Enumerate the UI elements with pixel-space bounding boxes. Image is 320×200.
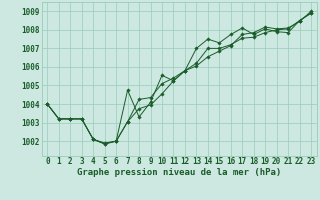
X-axis label: Graphe pression niveau de la mer (hPa): Graphe pression niveau de la mer (hPa) xyxy=(77,168,281,177)
